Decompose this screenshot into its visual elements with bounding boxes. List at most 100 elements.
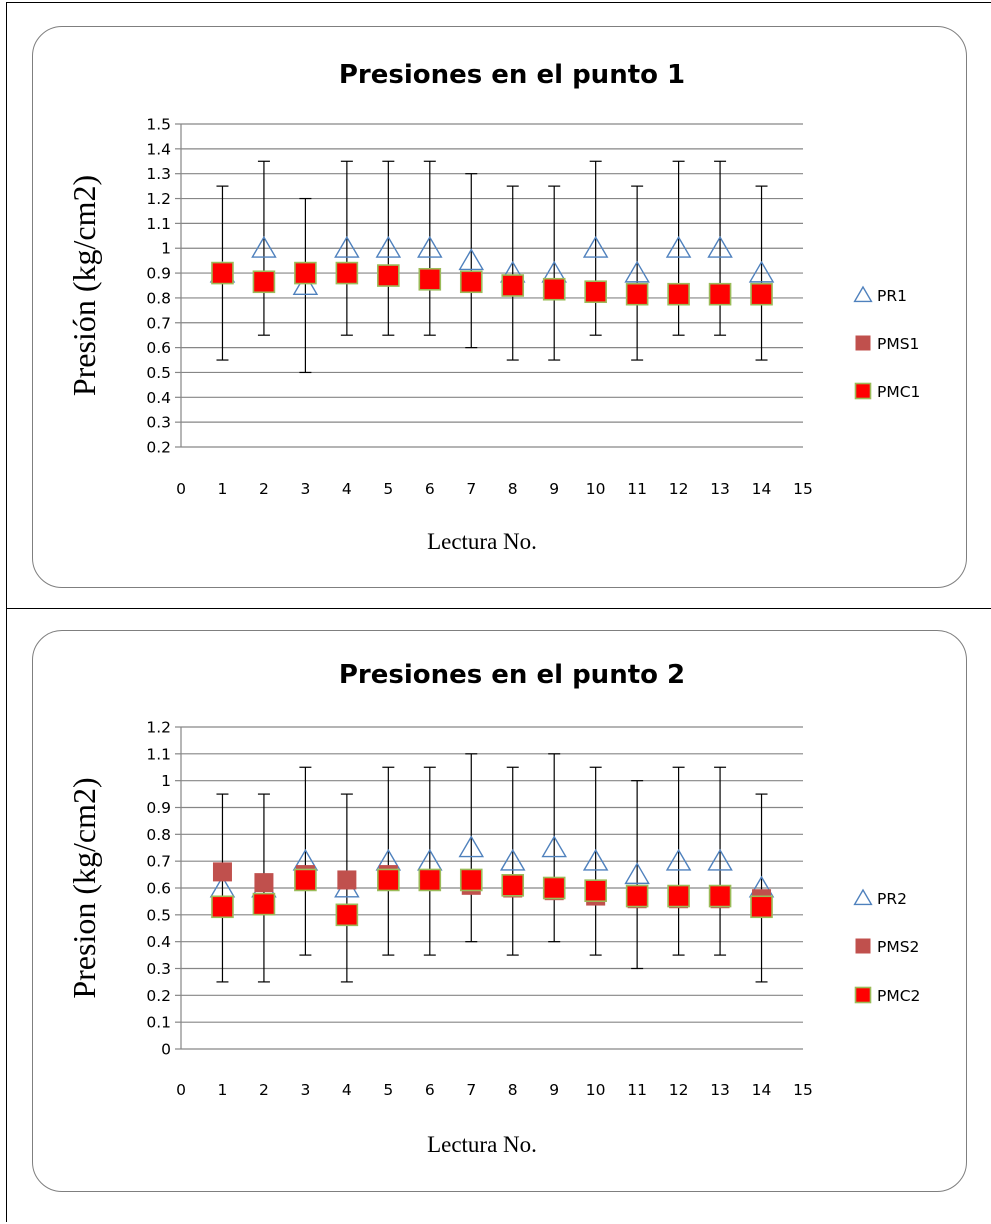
section-divider xyxy=(6,608,991,609)
point-PMC2 xyxy=(625,884,649,908)
x-tick-label: 8 xyxy=(508,480,518,498)
y-tick-label: 0 xyxy=(161,1041,171,1059)
y-tick-label: 0.5 xyxy=(146,364,171,382)
x-tick-label: 14 xyxy=(752,480,772,498)
y-tick-label: 0.7 xyxy=(146,853,171,871)
legend-marker-PR1 xyxy=(853,285,873,303)
y-tick-label: 1 xyxy=(161,240,171,258)
chart-title: Presiones en el punto 2 xyxy=(339,660,685,690)
x-tick-label: 2 xyxy=(259,1081,269,1099)
page-frame xyxy=(6,2,991,1222)
point-PR2 xyxy=(582,848,609,871)
point-PMC1 xyxy=(377,264,400,287)
x-tick-label: 1 xyxy=(218,1081,228,1099)
chart-2-svg: Presiones en el punto 2 0 0.1 0.2 0.3 0.4 0.5 0… xyxy=(66,660,920,1157)
point-PMC2 xyxy=(750,895,773,919)
point-PR1 xyxy=(251,235,277,258)
x-tick-label: 15 xyxy=(793,480,813,498)
y-tick-label: 1 xyxy=(161,772,171,790)
y-tick-label: 0.6 xyxy=(146,339,171,357)
point-PMC1 xyxy=(625,282,649,306)
point-PR1 xyxy=(582,235,609,258)
point-PMC2 xyxy=(294,868,317,892)
point-PMC1 xyxy=(252,270,276,294)
x-tick-label: 3 xyxy=(300,1081,310,1099)
y-tick-label: 0.8 xyxy=(146,289,171,307)
point-PMC2 xyxy=(459,868,483,892)
point-PMC1 xyxy=(542,277,566,301)
point-PMS2 xyxy=(337,870,357,890)
legend-marker-PMC1 xyxy=(854,382,872,400)
point-PR1 xyxy=(707,235,733,258)
y-tick-label: 0.2 xyxy=(146,987,171,1005)
point-PMC2 xyxy=(708,884,732,908)
x-tick-label: 15 xyxy=(793,1081,813,1099)
x-tick-label: 11 xyxy=(627,480,647,498)
legend-label-PMS2: PMS2 xyxy=(877,938,919,956)
y-tick-label: 0.9 xyxy=(146,799,171,817)
x-tick-label: 5 xyxy=(383,1081,393,1099)
y-tick-label: 0.9 xyxy=(146,265,171,283)
x-tick-label: 0 xyxy=(176,480,186,498)
point-PR1 xyxy=(748,260,775,283)
y-tick-label: 1.3 xyxy=(146,165,171,183)
legend-label-PMS1: PMS1 xyxy=(877,335,919,353)
x-tick-label: 0 xyxy=(176,1081,186,1099)
point-PMC2 xyxy=(542,876,566,900)
x-axis-label: Lectura No. xyxy=(427,1132,537,1157)
point-PMS2 xyxy=(212,862,232,882)
y-tick-label: 0.4 xyxy=(146,389,171,407)
y-tick-label: 1.1 xyxy=(146,745,171,763)
point-PMC2 xyxy=(501,874,525,897)
y-tick-label: 0.2 xyxy=(146,439,171,457)
y-tick-label: 0.8 xyxy=(146,826,171,844)
x-tick-label: 8 xyxy=(508,1081,518,1099)
x-tick-label: 2 xyxy=(259,480,269,498)
y-tick-label: 1.2 xyxy=(146,190,171,208)
chart-panel-1: Presiones en el punto 1 0.2 0.3 0.4 0.5 0.6 0.… xyxy=(32,26,967,588)
y-tick-label: 0.3 xyxy=(146,960,171,978)
y-axis-label: Presion (kg/cm2) xyxy=(66,777,102,998)
point-PR2 xyxy=(624,862,650,885)
point-PR1 xyxy=(458,248,485,271)
point-PMC2 xyxy=(377,868,400,892)
y-tick-label: 1.2 xyxy=(146,719,171,737)
legend-label-PMC2: PMC2 xyxy=(877,987,920,1005)
y-tick-label: 0.3 xyxy=(146,414,171,432)
legend-marker-PMS2 xyxy=(855,938,871,954)
x-tick-label: 7 xyxy=(466,1081,476,1099)
x-tick-label: 13 xyxy=(710,480,730,498)
legend-label-PMC1: PMC1 xyxy=(877,383,920,401)
chart-panel-2: Presiones en el punto 2 0 0.1 0.2 0.3 0.4 0.5 0… xyxy=(32,630,967,1192)
legend-marker-PMC2 xyxy=(854,986,872,1004)
point-PR2 xyxy=(499,848,526,871)
y-tick-label: 1.1 xyxy=(146,215,171,233)
point-PMC1 xyxy=(584,280,607,304)
y-tick-label: 1.4 xyxy=(146,140,171,158)
y-tick-label: 0.7 xyxy=(146,314,171,332)
point-PR1 xyxy=(624,260,650,283)
point-PR1 xyxy=(375,235,402,258)
x-tick-label: 7 xyxy=(466,480,476,498)
point-PR1 xyxy=(292,273,319,295)
x-tick-label: 12 xyxy=(669,480,689,498)
x-tick-label: 13 xyxy=(710,1081,730,1099)
point-PR2 xyxy=(665,848,692,871)
point-PMC2 xyxy=(252,892,276,916)
point-PR1 xyxy=(417,235,443,258)
x-tick-label: 11 xyxy=(627,1081,647,1099)
x-tick-label: 6 xyxy=(425,480,435,498)
y-axis-label: Presión (kg/cm2) xyxy=(66,175,102,396)
point-PMC1 xyxy=(211,261,234,285)
point-PMC1 xyxy=(750,282,773,306)
x-tick-label: 10 xyxy=(586,480,606,498)
point-PMC1 xyxy=(459,270,483,294)
point-PR2 xyxy=(707,848,733,871)
legend-label-PR1: PR1 xyxy=(877,287,907,305)
x-tick-label: 12 xyxy=(669,1081,689,1099)
point-PMC2 xyxy=(335,903,359,927)
y-tick-label: 0.4 xyxy=(146,933,171,951)
x-tick-label: 14 xyxy=(752,1081,772,1099)
point-PR2 xyxy=(541,835,567,858)
point-PR1 xyxy=(334,235,360,258)
